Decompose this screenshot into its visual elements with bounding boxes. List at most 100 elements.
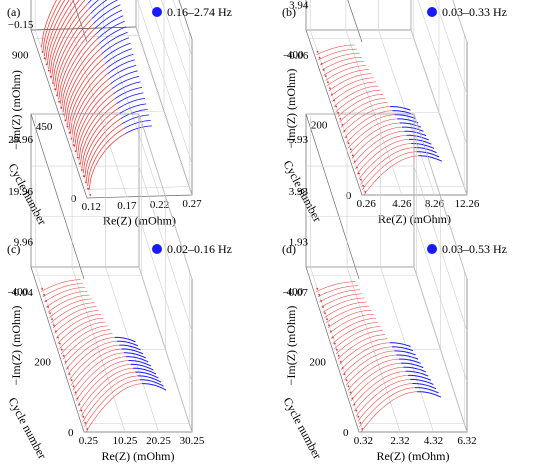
series-point xyxy=(56,94,58,97)
series-line-red xyxy=(347,358,399,391)
data-curves xyxy=(41,0,153,196)
series-line-blue xyxy=(119,103,147,114)
series-point xyxy=(82,415,85,418)
series-line-red xyxy=(52,8,90,83)
x-tick-label: 0.25 xyxy=(79,435,99,447)
series-line-red xyxy=(337,93,384,118)
series-line-red xyxy=(327,309,372,329)
series-line-blue xyxy=(90,0,108,14)
series-line-red xyxy=(44,0,66,57)
series-line-blue xyxy=(408,374,432,381)
series-point xyxy=(64,119,67,122)
series-line-blue xyxy=(89,0,99,9)
series-line-blue xyxy=(410,378,434,385)
series-line-red xyxy=(51,3,89,78)
series-line-blue xyxy=(114,336,136,343)
series-line-red xyxy=(335,330,383,355)
series-point xyxy=(89,193,92,196)
x-tick-label: 0.32 xyxy=(354,435,373,447)
top-edge xyxy=(347,0,363,43)
x-tick-label: 0.12 xyxy=(82,201,101,213)
series-line-blue xyxy=(97,20,125,39)
series-line-red xyxy=(70,348,122,386)
series-line-red xyxy=(58,28,96,100)
series-point xyxy=(51,318,53,321)
z-tick-label: 200 xyxy=(309,357,326,369)
series-point xyxy=(58,342,61,345)
series-line-red xyxy=(319,52,360,66)
series-line-blue xyxy=(100,31,128,49)
z-axis-label: Cycle number xyxy=(5,395,49,461)
series-line-red xyxy=(320,293,363,308)
series-line-red xyxy=(319,289,361,303)
legend: 0.03–0.53 Hz xyxy=(427,242,507,256)
series-line-red xyxy=(359,387,415,427)
series-line-red xyxy=(334,326,381,350)
series-point xyxy=(351,397,354,400)
series-point xyxy=(335,105,338,108)
series-point xyxy=(66,125,69,128)
series-line-red xyxy=(345,354,397,386)
series-line-red xyxy=(323,61,365,76)
series-line-red xyxy=(349,362,402,396)
y-tick-label: −0.15 xyxy=(8,19,34,31)
series-point xyxy=(339,361,342,363)
series-line-blue xyxy=(409,138,432,145)
series-line-red xyxy=(82,113,120,173)
series-point xyxy=(351,154,354,157)
series-line-red xyxy=(352,371,406,407)
series-line-red xyxy=(332,322,379,344)
series-line-blue xyxy=(120,109,148,119)
series-line-red xyxy=(69,344,120,381)
z-tick-label: 400 xyxy=(287,49,304,61)
series-line-red xyxy=(355,379,411,417)
series-point xyxy=(64,361,67,363)
series-line-blue xyxy=(406,134,429,141)
series-line-blue xyxy=(114,87,143,99)
series-point xyxy=(322,306,324,308)
series-line-blue xyxy=(96,15,124,34)
series-line-red xyxy=(67,58,104,126)
series-line-red xyxy=(54,310,99,334)
series-point xyxy=(52,82,54,84)
series-point xyxy=(358,172,360,175)
series-line-red xyxy=(57,317,104,344)
back-wall xyxy=(30,113,140,268)
series-line-red xyxy=(316,44,355,56)
series-line-red xyxy=(84,118,122,178)
series-line-blue xyxy=(405,370,429,377)
series-line-red xyxy=(72,78,110,143)
series-point xyxy=(364,191,367,193)
series-line-red xyxy=(324,301,367,318)
series-point xyxy=(47,306,49,308)
series-point xyxy=(60,348,63,351)
series-line-blue xyxy=(110,70,138,84)
series-line-red xyxy=(326,69,369,87)
y-tick-label: 3.93 xyxy=(289,186,309,198)
x-axis-label: Re(Z) (mOhm) xyxy=(377,449,450,463)
series-line-red xyxy=(47,294,90,313)
series-line-blue xyxy=(106,53,134,69)
series-point xyxy=(349,391,352,394)
series-point xyxy=(347,385,350,388)
series-line-blue xyxy=(418,155,443,162)
series-point xyxy=(333,342,336,345)
series-line-red xyxy=(353,130,405,164)
x-tick-label: 4.32 xyxy=(424,435,443,447)
series-line-red xyxy=(55,314,102,339)
series-line-red xyxy=(49,0,86,74)
series-line-red xyxy=(346,114,395,144)
data-curves xyxy=(40,279,167,433)
legend-label: 0.16–2.74 Hz xyxy=(167,5,232,19)
series-line-red xyxy=(45,290,88,308)
series-line-red xyxy=(82,375,138,422)
series-line-red xyxy=(80,103,117,165)
series-line-red xyxy=(80,371,136,417)
series-line-red xyxy=(349,122,400,154)
series-point xyxy=(332,336,334,339)
series-line-red xyxy=(42,0,61,52)
series-point xyxy=(360,178,362,181)
series-line-blue xyxy=(403,366,426,373)
series-line-blue xyxy=(397,118,419,124)
legend-marker xyxy=(427,7,437,17)
